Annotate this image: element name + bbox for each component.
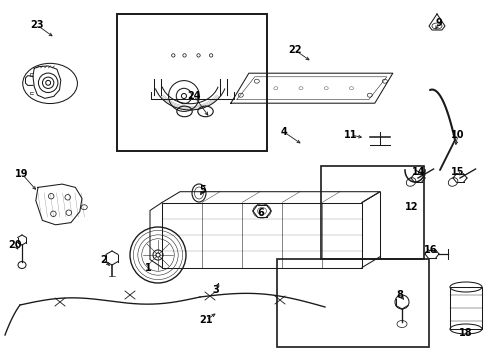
Text: 1: 1 bbox=[145, 263, 151, 273]
Bar bbox=[277, 259, 429, 347]
Text: 20: 20 bbox=[8, 240, 22, 250]
Text: 19: 19 bbox=[15, 169, 29, 179]
Text: 6: 6 bbox=[258, 208, 265, 218]
Text: 3: 3 bbox=[213, 285, 220, 295]
Text: 5: 5 bbox=[199, 185, 206, 195]
Text: 9: 9 bbox=[436, 18, 442, 28]
Text: 16: 16 bbox=[424, 245, 438, 255]
Text: 11: 11 bbox=[344, 130, 358, 140]
Bar bbox=[162, 202, 362, 267]
Text: 4: 4 bbox=[281, 127, 287, 137]
Text: 21: 21 bbox=[199, 315, 213, 325]
Text: 23: 23 bbox=[30, 20, 44, 30]
Text: 10: 10 bbox=[451, 130, 465, 140]
Bar bbox=[450, 287, 482, 329]
Text: 22: 22 bbox=[288, 45, 302, 55]
Bar bbox=[321, 166, 424, 259]
Text: 8: 8 bbox=[396, 290, 403, 300]
Text: 24: 24 bbox=[187, 91, 201, 101]
Text: 14: 14 bbox=[412, 167, 426, 177]
Text: 18: 18 bbox=[459, 328, 473, 338]
Text: 12: 12 bbox=[405, 202, 419, 212]
Text: 15: 15 bbox=[451, 167, 465, 177]
Bar bbox=[117, 14, 267, 151]
Text: 2: 2 bbox=[100, 255, 107, 265]
